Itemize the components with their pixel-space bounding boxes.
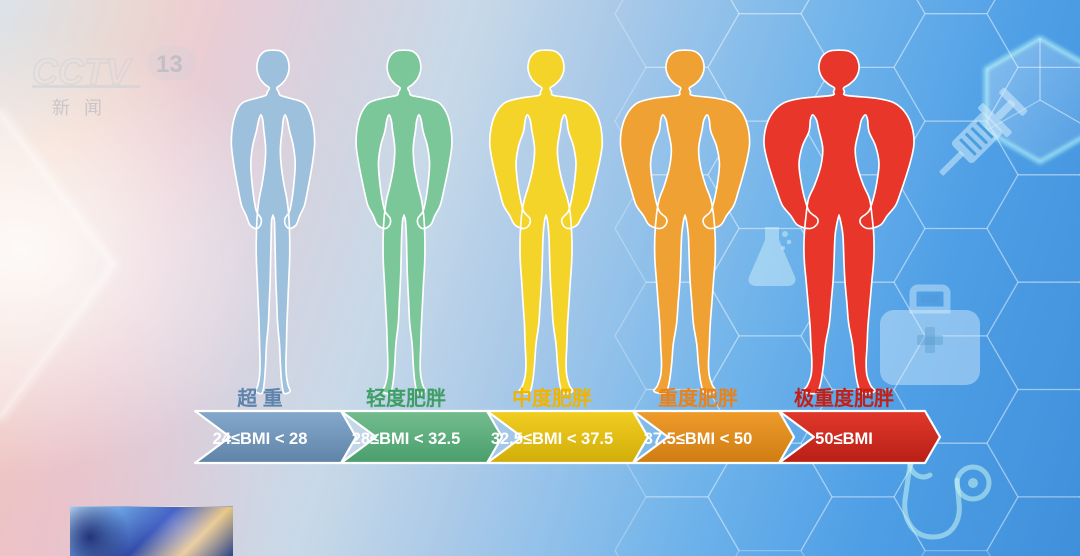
svg-text:极重度肥胖: 极重度肥胖 [794,386,894,410]
svg-text:37.5≤BMI < 50: 37.5≤BMI < 50 [644,430,753,448]
svg-text:24≤BMI < 28: 24≤BMI < 28 [213,430,308,448]
svg-text:32.5≤BMI < 37.5: 32.5≤BMI < 37.5 [491,430,613,448]
svg-text:轻度肥胖: 轻度肥胖 [366,386,446,410]
svg-text:13: 13 [156,51,183,78]
svg-text:中度肥胖: 中度肥胖 [512,386,592,410]
svg-text:50≤BMI: 50≤BMI [815,430,873,448]
svg-text:28≤BMI < 32.5: 28≤BMI < 32.5 [352,430,461,448]
svg-text:新闻: 新闻 [52,98,116,118]
svg-text:超 重: 超 重 [236,386,283,410]
svg-text:重度肥胖: 重度肥胖 [658,386,738,410]
